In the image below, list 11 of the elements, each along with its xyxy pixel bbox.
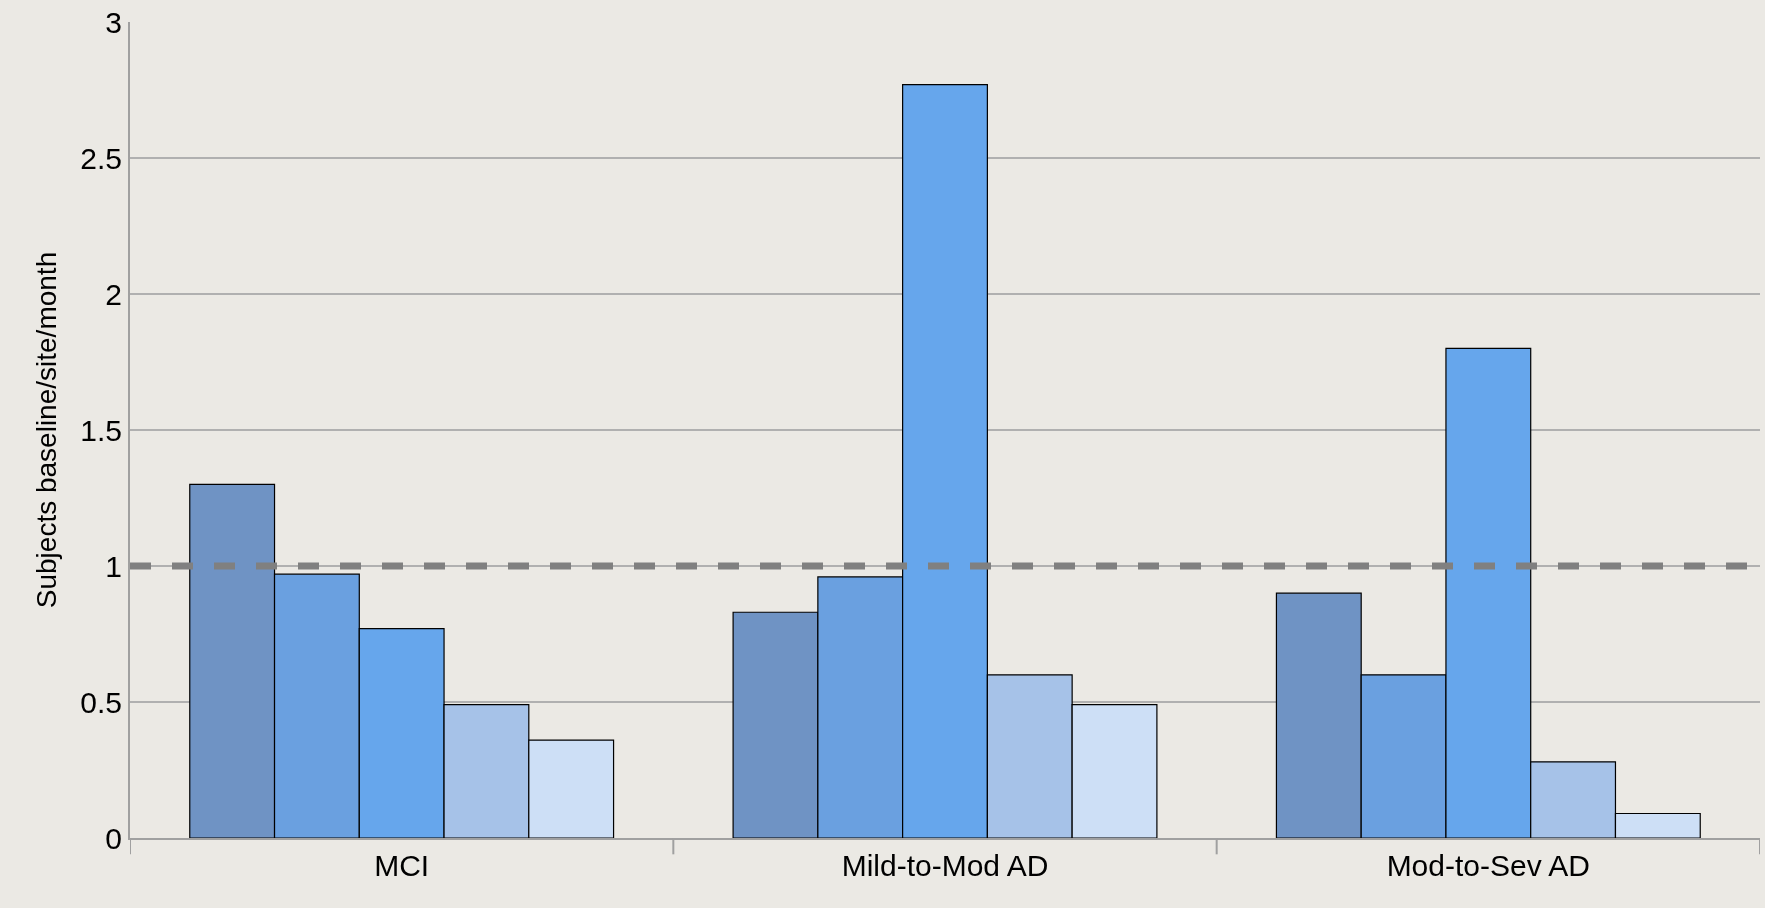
y-tick-label: 0.5 [80, 685, 122, 719]
y-tick-label: 1.5 [80, 413, 122, 447]
y-tick-label: 2 [105, 277, 122, 311]
y-axis-title: Subjects baseline/site/month [31, 251, 63, 609]
x-tick-label: MCI [374, 849, 430, 882]
y-tick-label: 2.5 [80, 141, 122, 175]
y-tick-label: 1 [105, 549, 122, 583]
y-tick-label: 3 [105, 5, 122, 39]
x-tick-label: Mild-to-Mod AD [841, 849, 1049, 882]
x-tick-label: Mod-to-Sev AD [1386, 849, 1591, 882]
y-tick-label: 0 [105, 821, 122, 855]
